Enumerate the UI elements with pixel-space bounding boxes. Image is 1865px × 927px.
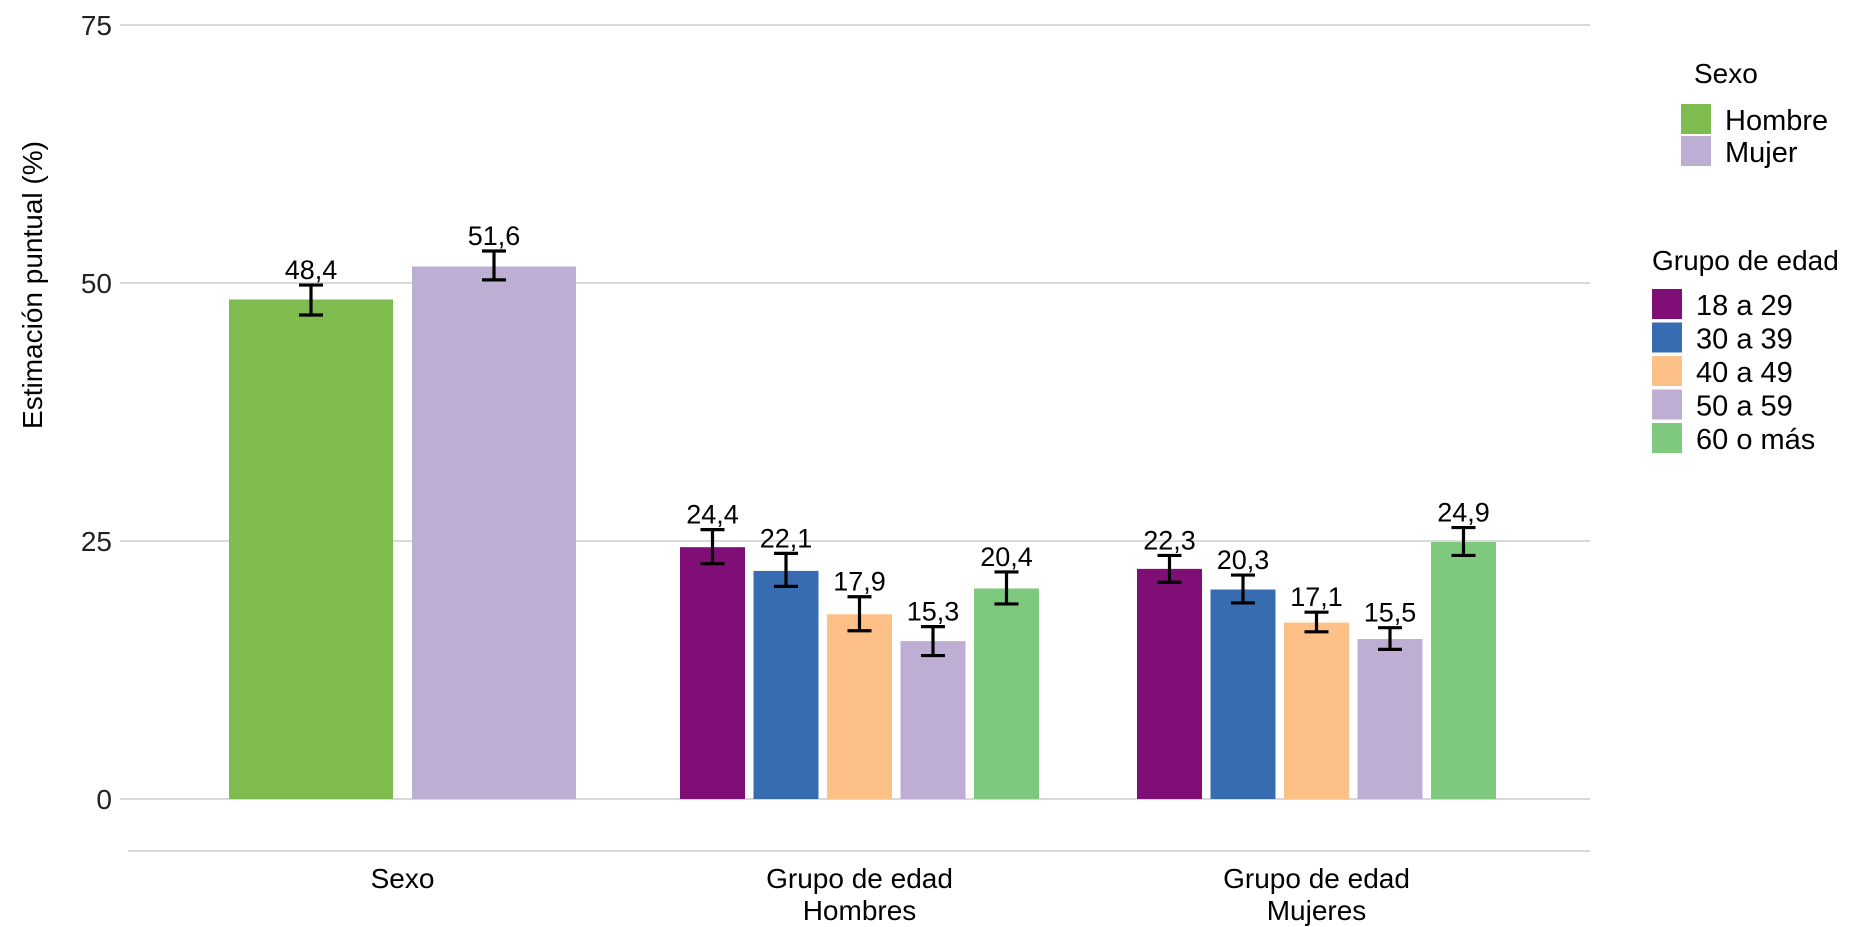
legend-label-1-2: 40 a 49 (1696, 357, 1793, 389)
bar-value-labels: 48,4 51,6 24,4 22,1 17,9 15,3 20,4 22,3 20,3 17,1… (285, 221, 1490, 628)
legend-label-1-1: 30 a 39 (1696, 324, 1793, 356)
bar-value-label-2-3: 15,5 (1364, 598, 1417, 628)
bar-2-2 (1284, 622, 1349, 799)
legend-swatch-1-0 (1652, 289, 1682, 319)
y-tick-label-25: 25 (81, 526, 112, 557)
legend-label-1-3: 50 a 59 (1696, 391, 1793, 423)
bar-1-2 (827, 614, 892, 799)
bar-0-0 (229, 299, 393, 799)
category-label-0-0: Sexo (371, 863, 435, 894)
bar-0-1 (412, 266, 576, 799)
legend-swatch-1-1 (1652, 322, 1682, 353)
legend-swatch-1-2 (1652, 356, 1682, 386)
bar-value-label-1-3: 15,3 (907, 597, 960, 627)
y-tick-label-50: 50 (81, 268, 112, 299)
legend-label-1-4: 60 o más (1696, 424, 1815, 456)
bar-2-4 (1431, 542, 1496, 799)
legend-swatch-0-0 (1681, 104, 1711, 134)
legend-title-0: Sexo (1694, 58, 1758, 89)
bar-2-1 (1210, 589, 1276, 799)
category-label-1-0: Grupo de edad (766, 863, 953, 894)
legend-label-0-0: Hombre (1725, 105, 1828, 137)
bar-2-3 (1357, 639, 1423, 799)
legend-title-1: Grupo de edad (1652, 245, 1839, 276)
y-tick-label-0: 0 (96, 784, 112, 815)
error-bars (299, 249, 1476, 658)
bar-value-label-1-1: 22,1 (760, 523, 813, 553)
y-tick-label-75: 75 (81, 10, 112, 41)
category-label-2-1: Mujeres (1267, 895, 1367, 926)
bar-value-label-1-2: 17,9 (833, 567, 886, 597)
bar-value-label-0-0: 48,4 (285, 255, 338, 285)
bar-value-label-2-0: 22,3 (1143, 525, 1196, 555)
legend-swatch-0-1 (1681, 136, 1711, 166)
bar-1-3 (900, 641, 966, 799)
legend-swatch-1-4 (1652, 423, 1682, 453)
bar-1-0 (680, 547, 745, 799)
category-label-2-0: Grupo de edad (1223, 863, 1410, 894)
bar-1-1 (753, 570, 819, 799)
bar-value-label-2-4: 24,9 (1437, 498, 1490, 528)
bar-1-4 (974, 588, 1039, 799)
y-axis-ticks: 0 25 50 75 (81, 10, 112, 815)
legend-swatch-1-3 (1652, 389, 1682, 420)
legend-label-1-0: 18 a 29 (1696, 290, 1793, 322)
bar-value-label-1-0: 24,4 (686, 500, 739, 530)
bar-value-label-2-2: 17,1 (1290, 582, 1343, 612)
bar-value-label-1-4: 20,4 (980, 542, 1033, 572)
bar-value-label-2-1: 20,3 (1217, 545, 1270, 575)
bar-2-0 (1137, 568, 1202, 799)
legend-label-0-1: Mujer (1725, 137, 1798, 169)
y-axis-title: Estimación puntual (%) (17, 141, 48, 429)
category-label-1-1: Hombres (803, 895, 917, 926)
bars (229, 266, 1496, 799)
bar-value-label-0-1: 51,6 (468, 221, 521, 251)
